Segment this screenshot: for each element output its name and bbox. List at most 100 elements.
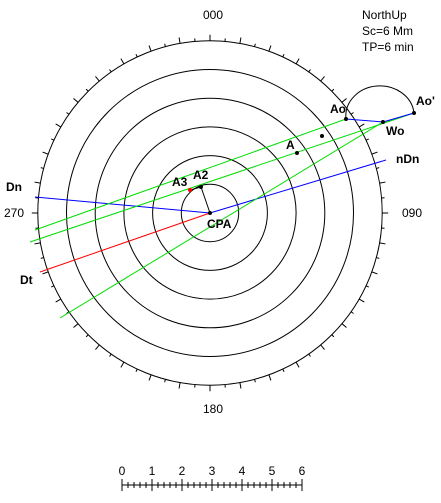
- bearing-tick: [95, 344, 100, 350]
- bearing-tick: [42, 271, 49, 275]
- bearing-tick: [254, 379, 256, 383]
- bearing-tick: [95, 76, 100, 82]
- range-ring: [180, 183, 240, 243]
- bearing-tick: [178, 37, 181, 44]
- bearing-tick: [268, 45, 272, 52]
- bearing-tick: [85, 88, 89, 92]
- bearing-tick: [40, 257, 44, 259]
- dt-line: [39, 212, 211, 273]
- point-label: Wo: [386, 124, 404, 138]
- point-label: nDn: [396, 152, 419, 166]
- bearing-tick: [365, 285, 369, 288]
- bearing-tick: [73, 323, 79, 328]
- bearing-tick: [308, 353, 311, 357]
- point-label: A3: [172, 175, 188, 189]
- bearing-tick: [164, 43, 166, 47]
- ao-prime-point: [412, 111, 416, 115]
- dn-line: [34, 196, 211, 214]
- bearing-tick: [51, 138, 55, 141]
- green-line: [59, 121, 384, 319]
- bearing-tick: [341, 98, 347, 103]
- green-line: [34, 118, 347, 231]
- bearing-tick: [40, 167, 44, 169]
- info-text: TP=6 min: [362, 40, 414, 54]
- bearing-tick: [109, 69, 112, 73]
- bearing-tick: [320, 344, 325, 350]
- bearing-tick: [371, 151, 378, 155]
- a3-point: [188, 188, 192, 192]
- bearing-tick: [239, 37, 242, 44]
- point-label: A2: [193, 168, 209, 182]
- scale-bar: [121, 479, 303, 491]
- bearing-tick: [379, 181, 386, 184]
- bearing-tick: [282, 54, 285, 58]
- info-text: Sc=6 Mm: [362, 24, 413, 38]
- bearing-tick: [109, 353, 112, 357]
- bearing-tick: [282, 368, 285, 372]
- turn-arc: [345, 85, 415, 120]
- bearing-tick: [34, 181, 41, 184]
- bearing-tick: [55, 123, 62, 128]
- bearing-tick: [331, 334, 335, 338]
- bearing-tick: [239, 382, 242, 389]
- bearing-tick: [55, 298, 62, 303]
- ao-point: [344, 117, 348, 121]
- bearing-label: 000: [203, 8, 223, 22]
- bearing-tick: [331, 88, 335, 92]
- range-ring: [94, 97, 326, 329]
- a2-cpa-line: [200, 186, 211, 214]
- relative-motion-line: [29, 112, 415, 243]
- scale-label: 4: [239, 464, 246, 478]
- bearing-tick: [320, 76, 325, 82]
- bearing-tick: [135, 54, 138, 58]
- a-point: [295, 151, 299, 155]
- scale-label: 2: [179, 464, 186, 478]
- bearing-tick: [148, 45, 152, 52]
- bearing-tick: [51, 285, 55, 288]
- bearing-tick: [268, 374, 272, 381]
- mid-point: [320, 134, 324, 138]
- bearing-tick: [135, 368, 138, 372]
- bearing-tick: [85, 334, 89, 338]
- bearing-tick: [358, 298, 365, 303]
- bearing-tick: [178, 382, 181, 389]
- bearing-tick: [371, 271, 378, 275]
- bearing-tick: [376, 167, 380, 169]
- bearing-tick: [350, 112, 354, 115]
- scale-label: 1: [149, 464, 156, 478]
- wo-point: [381, 120, 385, 124]
- point-label: A: [286, 138, 295, 152]
- info-text: NorthUp: [362, 8, 407, 22]
- bearing-ticks: [31, 34, 389, 392]
- bearing-tick: [66, 112, 70, 115]
- point-label: Dn: [6, 180, 22, 194]
- bearing-tick: [358, 123, 365, 128]
- scale-label: 5: [269, 464, 276, 478]
- bearing-label: 270: [4, 206, 24, 220]
- point-label: Dt: [20, 273, 33, 287]
- bearing-tick: [66, 311, 70, 314]
- bearing-tick: [164, 379, 166, 383]
- bearing-tick: [148, 374, 152, 381]
- bearing-label: 180: [203, 402, 223, 416]
- bearing-tick: [350, 311, 354, 314]
- scale-label: 6: [299, 464, 306, 478]
- bearing-tick: [308, 69, 311, 73]
- bearing-tick: [295, 58, 300, 65]
- bearing-tick: [365, 138, 369, 141]
- bearing-tick: [376, 257, 380, 259]
- bearing-label: 090: [402, 206, 422, 220]
- point-label: Ao': [416, 94, 435, 108]
- bearing-tick: [120, 361, 125, 368]
- wo-line: [345, 118, 384, 123]
- range-ring: [123, 126, 297, 300]
- bearing-tick: [341, 323, 347, 328]
- scale-label: 0: [119, 464, 126, 478]
- bearing-tick: [254, 43, 256, 47]
- bearing-tick: [379, 242, 386, 245]
- bearing-tick: [73, 98, 79, 103]
- ao-prime-line: [382, 112, 415, 123]
- ndn-line: [209, 159, 387, 214]
